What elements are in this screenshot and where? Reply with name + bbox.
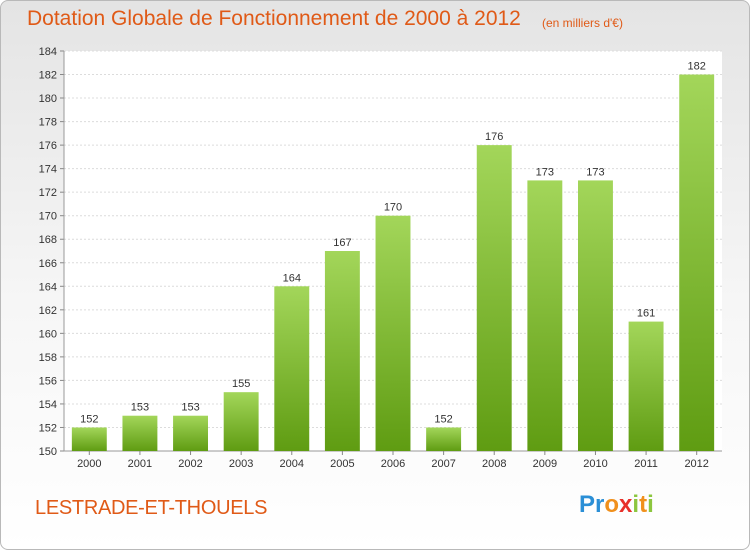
chart-title: Dotation Globale de Fonctionnement de 20… [27,7,521,30]
x-tick-label: 2002 [178,458,202,470]
bar [173,415,209,451]
x-tick-label: 2000 [77,458,101,470]
bar [324,251,360,451]
data-label: 164 [283,272,301,284]
y-tick-label: 154 [39,399,57,411]
y-tick-label: 160 [39,328,57,340]
x-tick-label: 2003 [229,458,253,470]
data-label: 176 [485,131,503,143]
logo-letter: i [647,491,654,518]
data-label: 170 [384,202,402,214]
proxiti-logo: Proxiti [579,491,654,519]
bar [527,180,563,452]
data-label: 153 [181,402,199,414]
x-tick-label: 2006 [381,458,405,470]
x-tick-label: 2008 [482,458,506,470]
data-label: 167 [333,237,351,249]
y-tick-label: 172 [39,187,57,199]
chart-subtitle: (en milliers d'€) [542,16,623,30]
y-tick-label: 168 [39,234,57,246]
y-tick-label: 184 [39,46,57,58]
data-label: 153 [131,402,149,414]
bar [679,74,715,451]
y-tick-label: 178 [39,117,57,129]
y-tick-label: 162 [39,305,57,317]
data-label: 182 [688,61,706,73]
logo-letter: P [579,491,596,518]
bar [577,180,613,452]
y-tick-label: 174 [39,164,57,176]
logo-letter: t [639,491,648,518]
y-tick-label: 180 [39,93,57,105]
bar [223,392,259,451]
y-tick-label: 166 [39,258,57,270]
bar [628,321,664,451]
y-tick-label: 176 [39,140,57,152]
y-tick-label: 152 [39,422,57,434]
x-tick-label: 2012 [684,458,708,470]
y-tick-label: 158 [39,352,57,364]
y-tick-label: 156 [39,375,57,387]
place-name: LESTRADE-ET-THOUELS [35,497,268,519]
x-tick-label: 2001 [128,458,152,470]
x-tick-label: 2010 [583,458,607,470]
bar [122,415,158,451]
logo-letter: x [619,491,633,518]
logo-letter: r [595,491,605,518]
x-tick-label: 2005 [330,458,354,470]
bar [426,427,462,451]
data-label: 155 [232,378,250,390]
data-label: 152 [80,413,98,425]
data-label: 152 [434,413,452,425]
y-tick-label: 164 [39,281,57,293]
bar [375,215,411,451]
x-tick-label: 2004 [280,458,304,470]
logo-letter: o [604,491,620,518]
data-label: 173 [586,166,604,178]
x-tick-label: 2007 [431,458,455,470]
x-tick-label: 2009 [533,458,557,470]
bar [71,427,107,451]
data-label: 173 [536,166,554,178]
bar [274,286,310,451]
y-tick-label: 182 [39,70,57,82]
y-tick-label: 150 [39,446,57,458]
x-tick-label: 2011 [634,458,658,470]
y-tick-label: 170 [39,211,57,223]
data-label: 161 [637,308,655,320]
logo-letter: i [632,491,640,518]
bar [476,145,512,451]
